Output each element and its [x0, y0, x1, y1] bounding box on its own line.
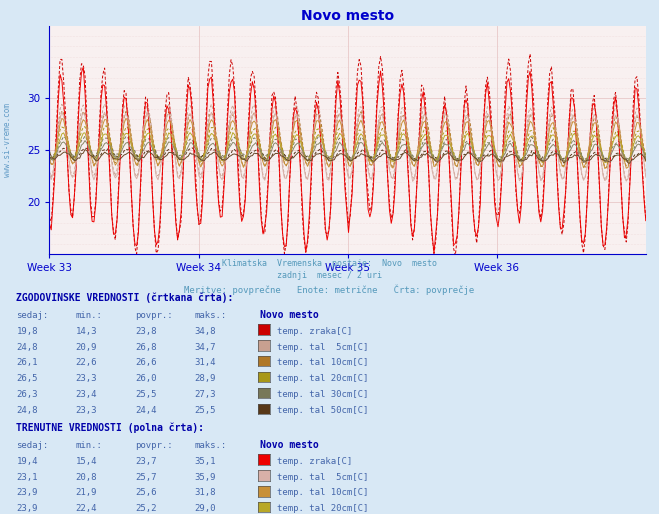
Text: 28,9: 28,9	[194, 374, 216, 383]
Text: 14,3: 14,3	[76, 326, 98, 336]
Text: maks.:: maks.:	[194, 440, 227, 450]
Text: temp. tal 10cm[C]: temp. tal 10cm[C]	[277, 358, 368, 368]
Text: 29,0: 29,0	[194, 504, 216, 513]
Text: 34,8: 34,8	[194, 326, 216, 336]
Text: 35,9: 35,9	[194, 472, 216, 482]
Text: TRENUTNE VREDNOSTI (polna črta):: TRENUTNE VREDNOSTI (polna črta):	[16, 422, 204, 433]
Text: temp. zraka[C]: temp. zraka[C]	[277, 326, 352, 336]
Text: Meritve: povprečne   Enote: metrične   Črta: povprečje: Meritve: povprečne Enote: metrične Črta:…	[185, 284, 474, 295]
Text: temp. tal  5cm[C]: temp. tal 5cm[C]	[277, 342, 368, 352]
Text: sedaj:: sedaj:	[16, 440, 49, 450]
Text: temp. tal 30cm[C]: temp. tal 30cm[C]	[277, 390, 368, 399]
Text: temp. tal 50cm[C]: temp. tal 50cm[C]	[277, 406, 368, 415]
Text: 24,4: 24,4	[135, 406, 157, 415]
Text: 25,7: 25,7	[135, 472, 157, 482]
Text: 23,3: 23,3	[76, 406, 98, 415]
Text: min.:: min.:	[76, 310, 103, 320]
Text: www.si-vreme.com: www.si-vreme.com	[3, 103, 13, 177]
Text: 23,3: 23,3	[76, 374, 98, 383]
Text: povpr.:: povpr.:	[135, 440, 173, 450]
Text: 26,3: 26,3	[16, 390, 38, 399]
Text: 31,8: 31,8	[194, 488, 216, 498]
Text: sedaj:: sedaj:	[16, 310, 49, 320]
Text: 26,5: 26,5	[16, 374, 38, 383]
Title: Novo mesto: Novo mesto	[301, 9, 394, 23]
Text: 23,9: 23,9	[16, 488, 38, 498]
Text: ZGODOVINSKE VREDNOSTI (črtkana črta):: ZGODOVINSKE VREDNOSTI (črtkana črta):	[16, 292, 234, 303]
Text: 24,8: 24,8	[16, 342, 38, 352]
Text: zadnji  mesec / 2 uri: zadnji mesec / 2 uri	[277, 271, 382, 281]
Text: 23,1: 23,1	[16, 472, 38, 482]
Text: 34,7: 34,7	[194, 342, 216, 352]
Text: 23,4: 23,4	[76, 390, 98, 399]
Text: maks.:: maks.:	[194, 310, 227, 320]
Text: temp. tal  5cm[C]: temp. tal 5cm[C]	[277, 472, 368, 482]
Text: Novo mesto: Novo mesto	[260, 309, 319, 320]
Text: 26,8: 26,8	[135, 342, 157, 352]
Text: min.:: min.:	[76, 440, 103, 450]
Text: 26,0: 26,0	[135, 374, 157, 383]
Text: 23,8: 23,8	[135, 326, 157, 336]
Text: 23,7: 23,7	[135, 456, 157, 466]
Text: 25,6: 25,6	[135, 488, 157, 498]
Text: 27,3: 27,3	[194, 390, 216, 399]
Text: povpr.:: povpr.:	[135, 310, 173, 320]
Text: 24,8: 24,8	[16, 406, 38, 415]
Text: temp. zraka[C]: temp. zraka[C]	[277, 456, 352, 466]
Text: Klimatska  Vremenska  postaje:  Novo  mesto: Klimatska Vremenska postaje: Novo mesto	[222, 259, 437, 268]
Text: 22,4: 22,4	[76, 504, 98, 513]
Text: Novo mesto: Novo mesto	[260, 439, 319, 450]
Text: 21,9: 21,9	[76, 488, 98, 498]
Text: 25,5: 25,5	[194, 406, 216, 415]
Text: 22,6: 22,6	[76, 358, 98, 368]
Text: 20,8: 20,8	[76, 472, 98, 482]
Text: 25,5: 25,5	[135, 390, 157, 399]
Text: 25,2: 25,2	[135, 504, 157, 513]
Text: 15,4: 15,4	[76, 456, 98, 466]
Text: 23,9: 23,9	[16, 504, 38, 513]
Text: 26,1: 26,1	[16, 358, 38, 368]
Text: 35,1: 35,1	[194, 456, 216, 466]
Text: 26,6: 26,6	[135, 358, 157, 368]
Text: temp. tal 10cm[C]: temp. tal 10cm[C]	[277, 488, 368, 498]
Text: temp. tal 20cm[C]: temp. tal 20cm[C]	[277, 374, 368, 383]
Text: 19,8: 19,8	[16, 326, 38, 336]
Text: 31,4: 31,4	[194, 358, 216, 368]
Text: 19,4: 19,4	[16, 456, 38, 466]
Text: 20,9: 20,9	[76, 342, 98, 352]
Text: temp. tal 20cm[C]: temp. tal 20cm[C]	[277, 504, 368, 513]
